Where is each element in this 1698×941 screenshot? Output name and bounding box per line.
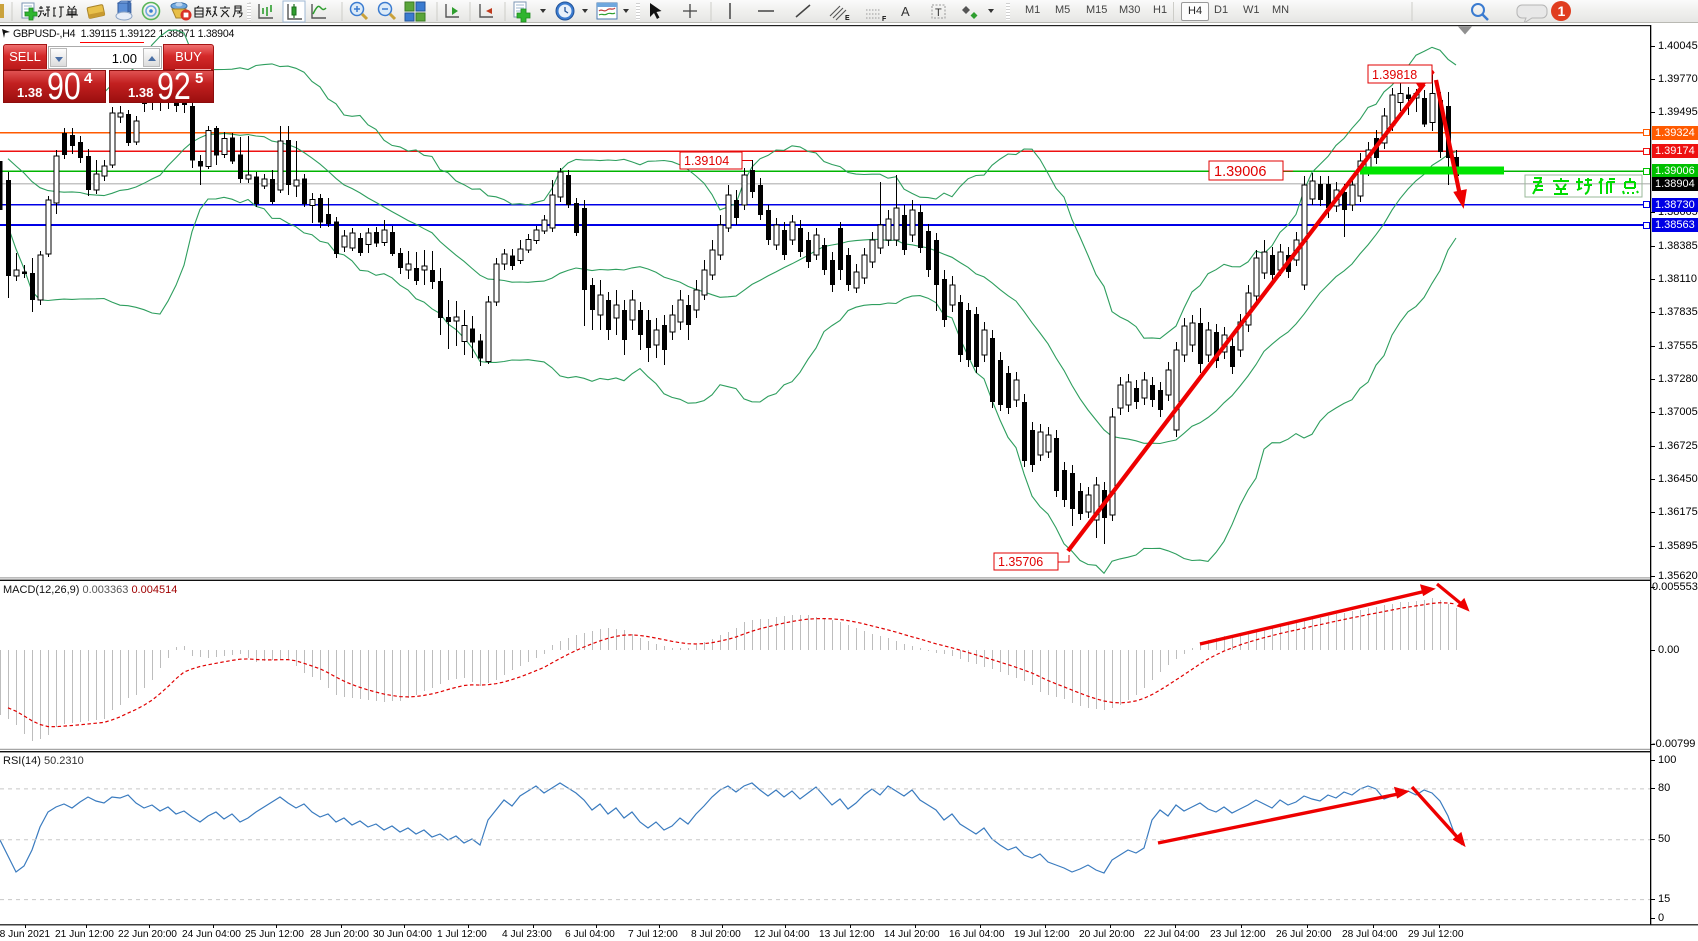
svg-text:E: E [845, 15, 850, 22]
svg-text:T: T [935, 7, 942, 19]
svg-text:1.39104: 1.39104 [684, 154, 729, 168]
svg-text:A: A [901, 4, 910, 19]
svg-text:1.39818: 1.39818 [1372, 68, 1417, 82]
svg-text:F: F [882, 16, 887, 23]
svg-text:1: 1 [1558, 3, 1566, 19]
svg-text:1.35706: 1.35706 [998, 555, 1043, 569]
svg-text:1.39006: 1.39006 [1214, 164, 1266, 180]
